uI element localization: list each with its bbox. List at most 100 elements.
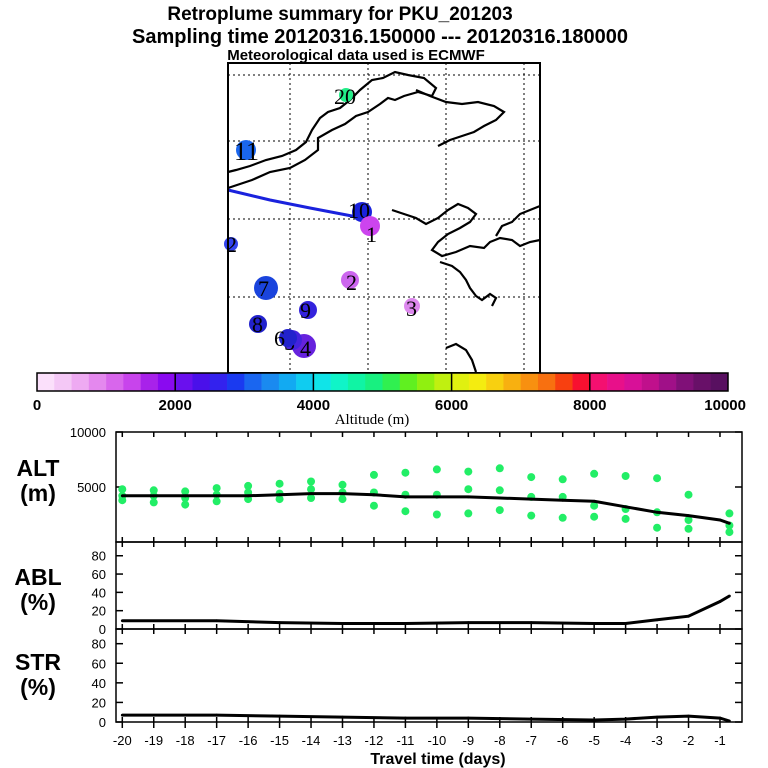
colorbar-tick-label: 10000 — [704, 397, 746, 414]
colorbar: 0 2000 4000 6000 8000 10000 Altitude (m) — [33, 372, 746, 428]
alt-scatter-point — [590, 512, 599, 521]
x-tick-label: -18 — [176, 733, 195, 748]
colorbar-cell — [244, 373, 262, 391]
colorbar-cell — [624, 373, 642, 391]
abl-panel: 0 20 40 60 80 ABL (%) — [14, 541, 743, 637]
colorbar-cell — [347, 373, 366, 391]
map-marker — [339, 88, 353, 102]
colorbar-cell — [658, 373, 677, 391]
alt-scatter-point — [307, 485, 316, 494]
abl-ylabel: ABL — [14, 564, 61, 590]
colorbar-cell — [192, 373, 211, 391]
str-y-tick-label: 0 — [99, 715, 106, 730]
alt-scatter-point — [275, 495, 284, 504]
alt-scatter-point — [495, 486, 504, 495]
alt-series-line — [122, 492, 730, 525]
str-frame — [115, 628, 743, 723]
colorbar-cell — [520, 373, 539, 391]
alt-data-point — [687, 514, 690, 517]
alt-data-point — [215, 494, 219, 498]
alt-scatter-point — [558, 513, 567, 522]
str-data-point — [728, 719, 731, 723]
alt-data-point — [404, 495, 407, 499]
colorbar-cell — [157, 373, 176, 391]
alt-scatter-point — [149, 486, 158, 495]
str-data-point — [592, 718, 596, 722]
x-tick-label: -8 — [494, 733, 506, 748]
alt-data-point — [498, 496, 502, 500]
x-tick-label: -7 — [525, 733, 537, 748]
abl-data-point — [624, 622, 628, 625]
abl-data-point — [655, 618, 659, 622]
str-plot: 0 20 40 60 80 — [92, 629, 742, 730]
alt-plot: 5000 10000 — [70, 425, 742, 542]
abl-series-line — [122, 594, 731, 625]
alt-scatter-point — [558, 475, 567, 484]
str-series-line — [122, 713, 730, 723]
alt-data-point — [466, 495, 470, 499]
colorbar-cell — [417, 373, 435, 391]
map-markers: 2011101234567892 — [224, 84, 420, 361]
abl-y-tick-label: 0 — [99, 622, 106, 637]
x-tick-label: -6 — [557, 733, 569, 748]
map-marker-label: 7 — [258, 276, 269, 301]
alt-scatter-point — [495, 506, 504, 515]
map-marker — [299, 301, 317, 319]
alt-scatter-point — [527, 473, 536, 482]
map-coastline — [445, 342, 478, 373]
alt-scatter-point — [684, 524, 693, 533]
alt-scatter-point — [338, 480, 347, 489]
alt-y-tick-label: 5000 — [77, 480, 106, 495]
alt-scatter-point — [464, 485, 473, 494]
alt-data-point — [561, 498, 565, 502]
colorbar-tick-label: 4000 — [297, 397, 330, 414]
abl-y-tick-label: 80 — [92, 549, 106, 564]
map-marker-label: 9 — [300, 298, 311, 323]
x-tick-label: -3 — [651, 733, 663, 748]
alt-scatter-point — [149, 498, 158, 507]
colorbar-cell — [537, 373, 556, 391]
alt-scatter-point — [684, 516, 693, 524]
colorbar-cell — [434, 373, 452, 391]
alt-data-point — [728, 521, 731, 525]
abl-data-point — [718, 600, 722, 603]
colorbar-cell — [451, 373, 470, 391]
x-tick-label: -13 — [333, 733, 352, 748]
colorbar-cell — [227, 373, 245, 391]
alt-scatter-point — [432, 465, 441, 474]
colorbar-cell — [503, 373, 521, 391]
str-y-tick-label: 60 — [92, 656, 106, 671]
colorbar-cell — [693, 373, 712, 391]
x-tick-label: -10 — [427, 733, 446, 748]
alt-scatter-point — [590, 501, 599, 510]
colorbar-tick-label: 6000 — [435, 397, 468, 414]
colorbar-cell — [399, 373, 418, 391]
colorbar-cell — [209, 373, 228, 391]
alt-scatter-point — [464, 509, 473, 518]
abl-data-point — [592, 622, 596, 625]
map-marker-label: 6 — [274, 326, 285, 351]
colorbar-tick-label: 8000 — [573, 397, 606, 414]
map-coastline — [439, 260, 498, 307]
map-border-line — [227, 70, 438, 190]
colorbar-label: Altitude (m) — [335, 412, 410, 428]
colorbar-cell — [607, 373, 625, 391]
str-data-point — [718, 716, 722, 720]
map-coastline — [391, 202, 541, 258]
x-tick-label: -5 — [588, 733, 600, 748]
alt-scatter-point — [212, 484, 221, 493]
abl-data-point — [120, 619, 124, 623]
colorbar-cell — [175, 373, 193, 391]
str-data-point — [687, 714, 690, 718]
colorbar-tick-label: 0 — [33, 397, 41, 414]
colorbar-cells — [37, 373, 729, 391]
str-data-point — [278, 714, 281, 718]
map-marker-label: 1 — [366, 222, 377, 247]
colorbar-cell — [330, 373, 349, 391]
alt-data-point — [341, 492, 344, 495]
map-coastline — [495, 204, 541, 237]
str-data-point — [655, 715, 659, 719]
x-tick-label: -9 — [463, 733, 475, 748]
map-marker — [341, 271, 359, 289]
x-tick-label: -17 — [207, 733, 226, 748]
